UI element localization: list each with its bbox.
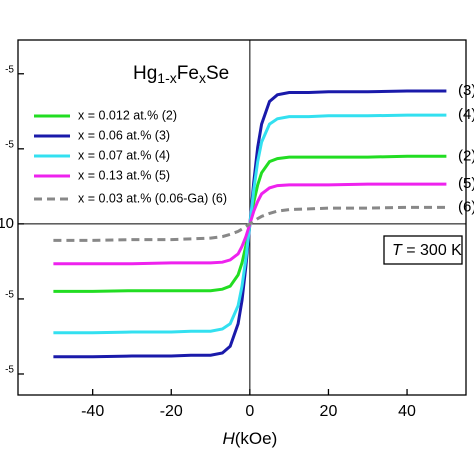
title-subscript: x <box>199 70 206 86</box>
y-tick-label: -5 <box>5 365 14 376</box>
y-tick-label: 10 <box>0 215 14 232</box>
end-label: (3) <box>458 82 474 99</box>
annotation-text: = 300 K <box>402 242 462 259</box>
end-label: (4) <box>458 106 474 123</box>
x-axis-unit: (kOe) <box>235 429 278 448</box>
legend-label: x = 0.06 at.% (3) <box>78 128 170 142</box>
x-axis-symbol: H <box>222 429 235 448</box>
x-axis-label: H(kOe) <box>222 429 277 448</box>
annotation: T = 300 K <box>392 242 462 259</box>
legend-label: x = 0.012 at.% (2) <box>78 108 177 122</box>
end-label: (6) <box>458 198 474 215</box>
title-text: Fe <box>177 63 199 84</box>
legend-label: x = 0.03 at.% (0.06-Ga) (6) <box>78 191 227 205</box>
title-text: Se <box>206 63 229 84</box>
chart-title: Hg1-xFexSe <box>133 63 229 86</box>
end-label: (5) <box>458 175 474 192</box>
y-tick-label: -5 <box>5 290 14 301</box>
annotation-symbol: T <box>392 242 403 259</box>
x-tick-label: -40 <box>81 403 104 420</box>
end-label: (2) <box>458 147 474 164</box>
plot-frame <box>17 39 467 396</box>
x-tick-label: 0 <box>245 403 254 420</box>
title-subscript: 1-x <box>157 70 176 86</box>
x-tick-label: 20 <box>320 403 338 420</box>
title-text: Hg <box>133 63 157 84</box>
series-line <box>53 205 447 242</box>
y-tick-label: -5 <box>5 139 14 150</box>
annotation-box <box>383 235 463 265</box>
x-tick-label: -20 <box>160 403 183 420</box>
legend-label: x = 0.13 at.% (5) <box>78 168 170 182</box>
y-tick-label: -5 <box>5 64 14 75</box>
legend-label: x = 0.07 at.% (4) <box>78 148 170 162</box>
x-tick-label: 40 <box>398 403 416 420</box>
